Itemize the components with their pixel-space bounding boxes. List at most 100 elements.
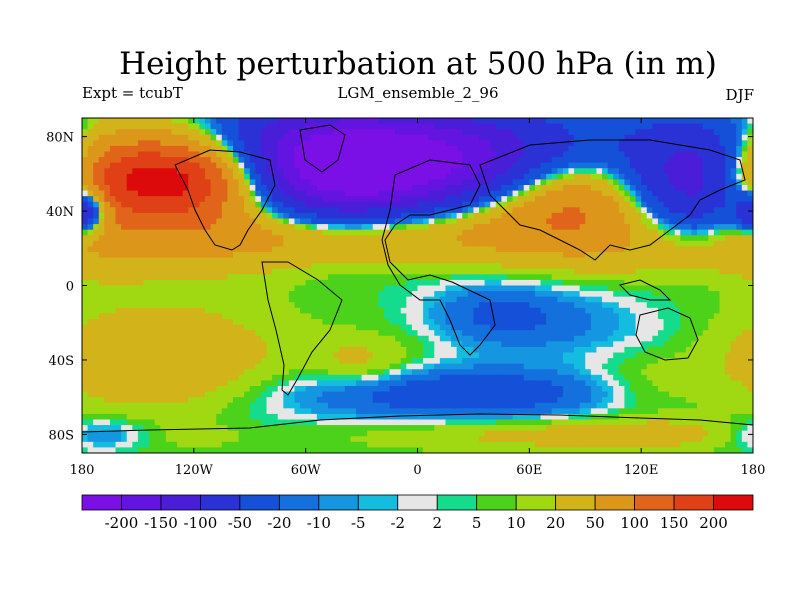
field-cell (741, 235, 749, 242)
field-cell (674, 240, 681, 248)
field-cell (137, 346, 145, 354)
field-cell (210, 252, 217, 259)
field-cell (255, 313, 262, 320)
field-cell (428, 129, 435, 136)
field-cell (104, 185, 111, 192)
field-cell (244, 252, 251, 259)
field-cell (557, 257, 564, 264)
field-cell (344, 257, 351, 264)
field-cell (719, 201, 726, 208)
field-cell (697, 162, 704, 169)
field-cell (205, 129, 212, 136)
field-cell (322, 279, 329, 287)
field-cell (311, 168, 318, 175)
field-cell (177, 162, 184, 169)
field-cell (557, 263, 564, 270)
field-cell (585, 168, 592, 175)
field-cell (232, 190, 240, 197)
field-cell (294, 123, 301, 130)
field-cell (143, 307, 150, 315)
field-cell (557, 118, 564, 125)
field-cell (506, 235, 514, 242)
field-cell (400, 268, 407, 275)
field-cell (244, 335, 251, 342)
field-cell (339, 341, 346, 348)
field-cell (708, 257, 715, 264)
field-cell (579, 173, 586, 181)
field-cell (182, 330, 189, 337)
field-cell (411, 319, 419, 326)
field-cell (232, 330, 240, 337)
field-cell (529, 123, 536, 130)
field-cell (512, 285, 519, 292)
field-cell (400, 246, 407, 253)
field-cell (641, 330, 648, 337)
field-cell (579, 291, 586, 298)
field-cell (378, 263, 385, 270)
field-cell (143, 129, 150, 136)
field-cell (82, 196, 89, 203)
field-cell (93, 212, 100, 220)
field-cell (210, 302, 217, 309)
field-cell (529, 207, 536, 214)
field-cell (98, 168, 105, 175)
field-cell (367, 118, 374, 125)
field-cell (596, 279, 603, 287)
field-cell (154, 268, 161, 275)
field-cell (585, 173, 592, 181)
field-cell (344, 218, 351, 225)
field-cell (534, 151, 542, 158)
field-cell (557, 341, 564, 348)
field-cell (730, 179, 737, 186)
field-cell (288, 257, 296, 264)
field-cell (434, 252, 441, 259)
field-cell (154, 274, 161, 281)
field-cell (462, 257, 469, 264)
field-cell (467, 335, 475, 342)
field-cell (227, 296, 234, 303)
field-cell (590, 179, 598, 186)
field-cell (160, 268, 167, 275)
field-cell (652, 173, 659, 181)
field-cell (328, 140, 335, 147)
field-cell (182, 212, 189, 220)
field-cell (249, 212, 256, 220)
field-cell (395, 185, 402, 192)
field-cell (657, 257, 665, 264)
field-cell (305, 185, 312, 192)
field-cell (216, 140, 223, 147)
field-cell (691, 235, 698, 242)
field-cell (244, 190, 251, 197)
field-cell (624, 151, 631, 158)
field-cell (328, 173, 335, 181)
field-cell (484, 307, 491, 315)
field-cell (389, 129, 396, 136)
field-cell (445, 291, 452, 298)
field-cell (451, 246, 458, 253)
field-cell (462, 296, 469, 303)
field-cell (193, 235, 201, 242)
field-cell (210, 157, 217, 164)
field-cell (137, 302, 145, 309)
field-cell (663, 268, 670, 275)
field-cell (255, 252, 262, 259)
field-cell (216, 145, 223, 153)
field-cell (193, 268, 201, 275)
field-cell (428, 252, 435, 259)
field-cell (624, 257, 631, 264)
field-cell (205, 240, 212, 248)
field-cell (260, 123, 268, 130)
field-cell (747, 335, 753, 342)
field-cell (411, 246, 419, 253)
field-cell (574, 201, 581, 208)
field-cell (93, 296, 100, 303)
field-cell (674, 229, 681, 236)
field-cell (685, 324, 693, 331)
field-cell (518, 341, 525, 348)
field-cell (132, 302, 139, 309)
field-cell (260, 346, 268, 354)
field-cell (400, 162, 407, 169)
field-cell (702, 224, 709, 231)
field-cell (546, 201, 553, 208)
field-cell (126, 229, 133, 236)
